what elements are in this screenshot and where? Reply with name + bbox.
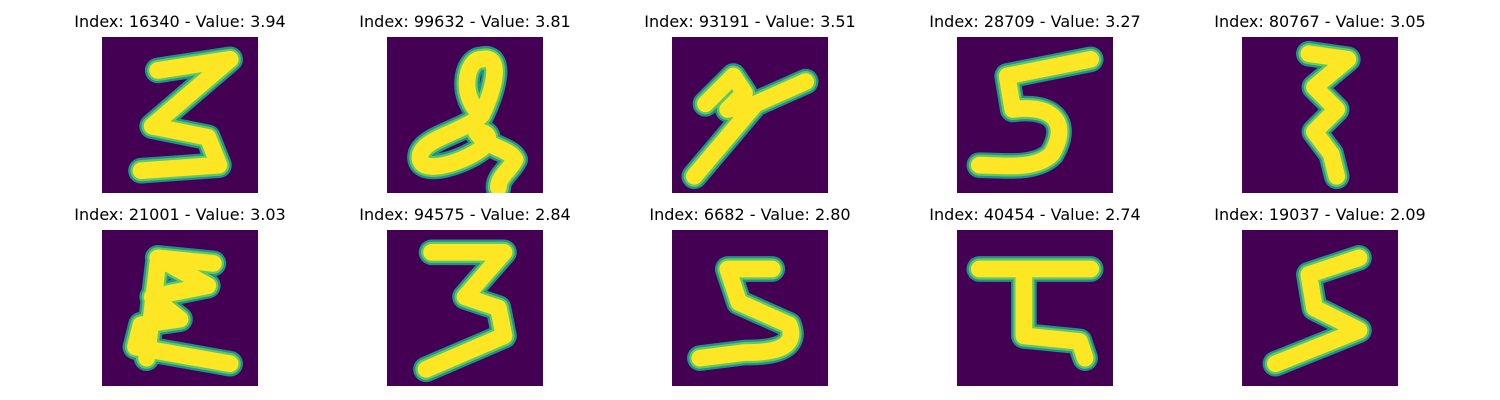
panel-title: Index: 93191 - Value: 3.51: [644, 12, 856, 31]
digit-image: [1242, 230, 1398, 386]
digit-image: [957, 230, 1113, 386]
panel-3: Index: 93191 - Value: 3.51: [625, 0, 875, 193]
panel-title: Index: 16340 - Value: 3.94: [74, 12, 286, 31]
panel-title: Index: 28709 - Value: 3.27: [929, 12, 1141, 31]
panel-title: Index: 80767 - Value: 3.05: [1214, 12, 1426, 31]
digit-image: [387, 37, 543, 193]
panel-title: Index: 19037 - Value: 2.09: [1214, 205, 1426, 224]
panel-8: Index: 6682 - Value: 2.80: [625, 193, 875, 386]
digit-image: [1242, 37, 1398, 193]
panel-title: Index: 99632 - Value: 3.81: [359, 12, 571, 31]
digit-image: [672, 230, 828, 386]
panel-title: Index: 21001 - Value: 3.03: [74, 205, 286, 224]
digit-image: [957, 37, 1113, 193]
panel-1: Index: 16340 - Value: 3.94: [55, 0, 305, 193]
panel-title: Index: 6682 - Value: 2.80: [649, 205, 851, 224]
digit-image: [102, 37, 258, 193]
digit-image: [387, 230, 543, 386]
digit-image: [672, 37, 828, 193]
panel-10: Index: 19037 - Value: 2.09: [1195, 193, 1445, 386]
panel-7: Index: 94575 - Value: 2.84: [340, 193, 590, 386]
digit-image: [102, 230, 258, 386]
panel-2: Index: 99632 - Value: 3.81: [340, 0, 590, 193]
panel-4: Index: 28709 - Value: 3.27: [910, 0, 1160, 193]
panel-title: Index: 94575 - Value: 2.84: [359, 205, 571, 224]
panel-9: Index: 40454 - Value: 2.74: [910, 193, 1160, 386]
panel-6: Index: 21001 - Value: 3.03: [55, 193, 305, 386]
panel-5: Index: 80767 - Value: 3.05: [1195, 0, 1445, 193]
panel-title: Index: 40454 - Value: 2.74: [929, 205, 1141, 224]
